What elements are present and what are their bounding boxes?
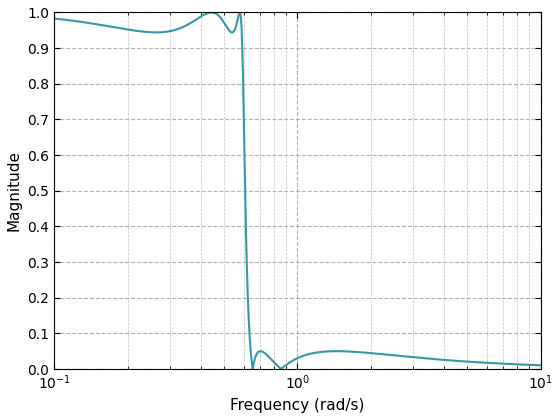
X-axis label: Frequency (rad/s): Frequency (rad/s) bbox=[230, 398, 365, 413]
Y-axis label: Magnitude: Magnitude bbox=[7, 150, 22, 231]
